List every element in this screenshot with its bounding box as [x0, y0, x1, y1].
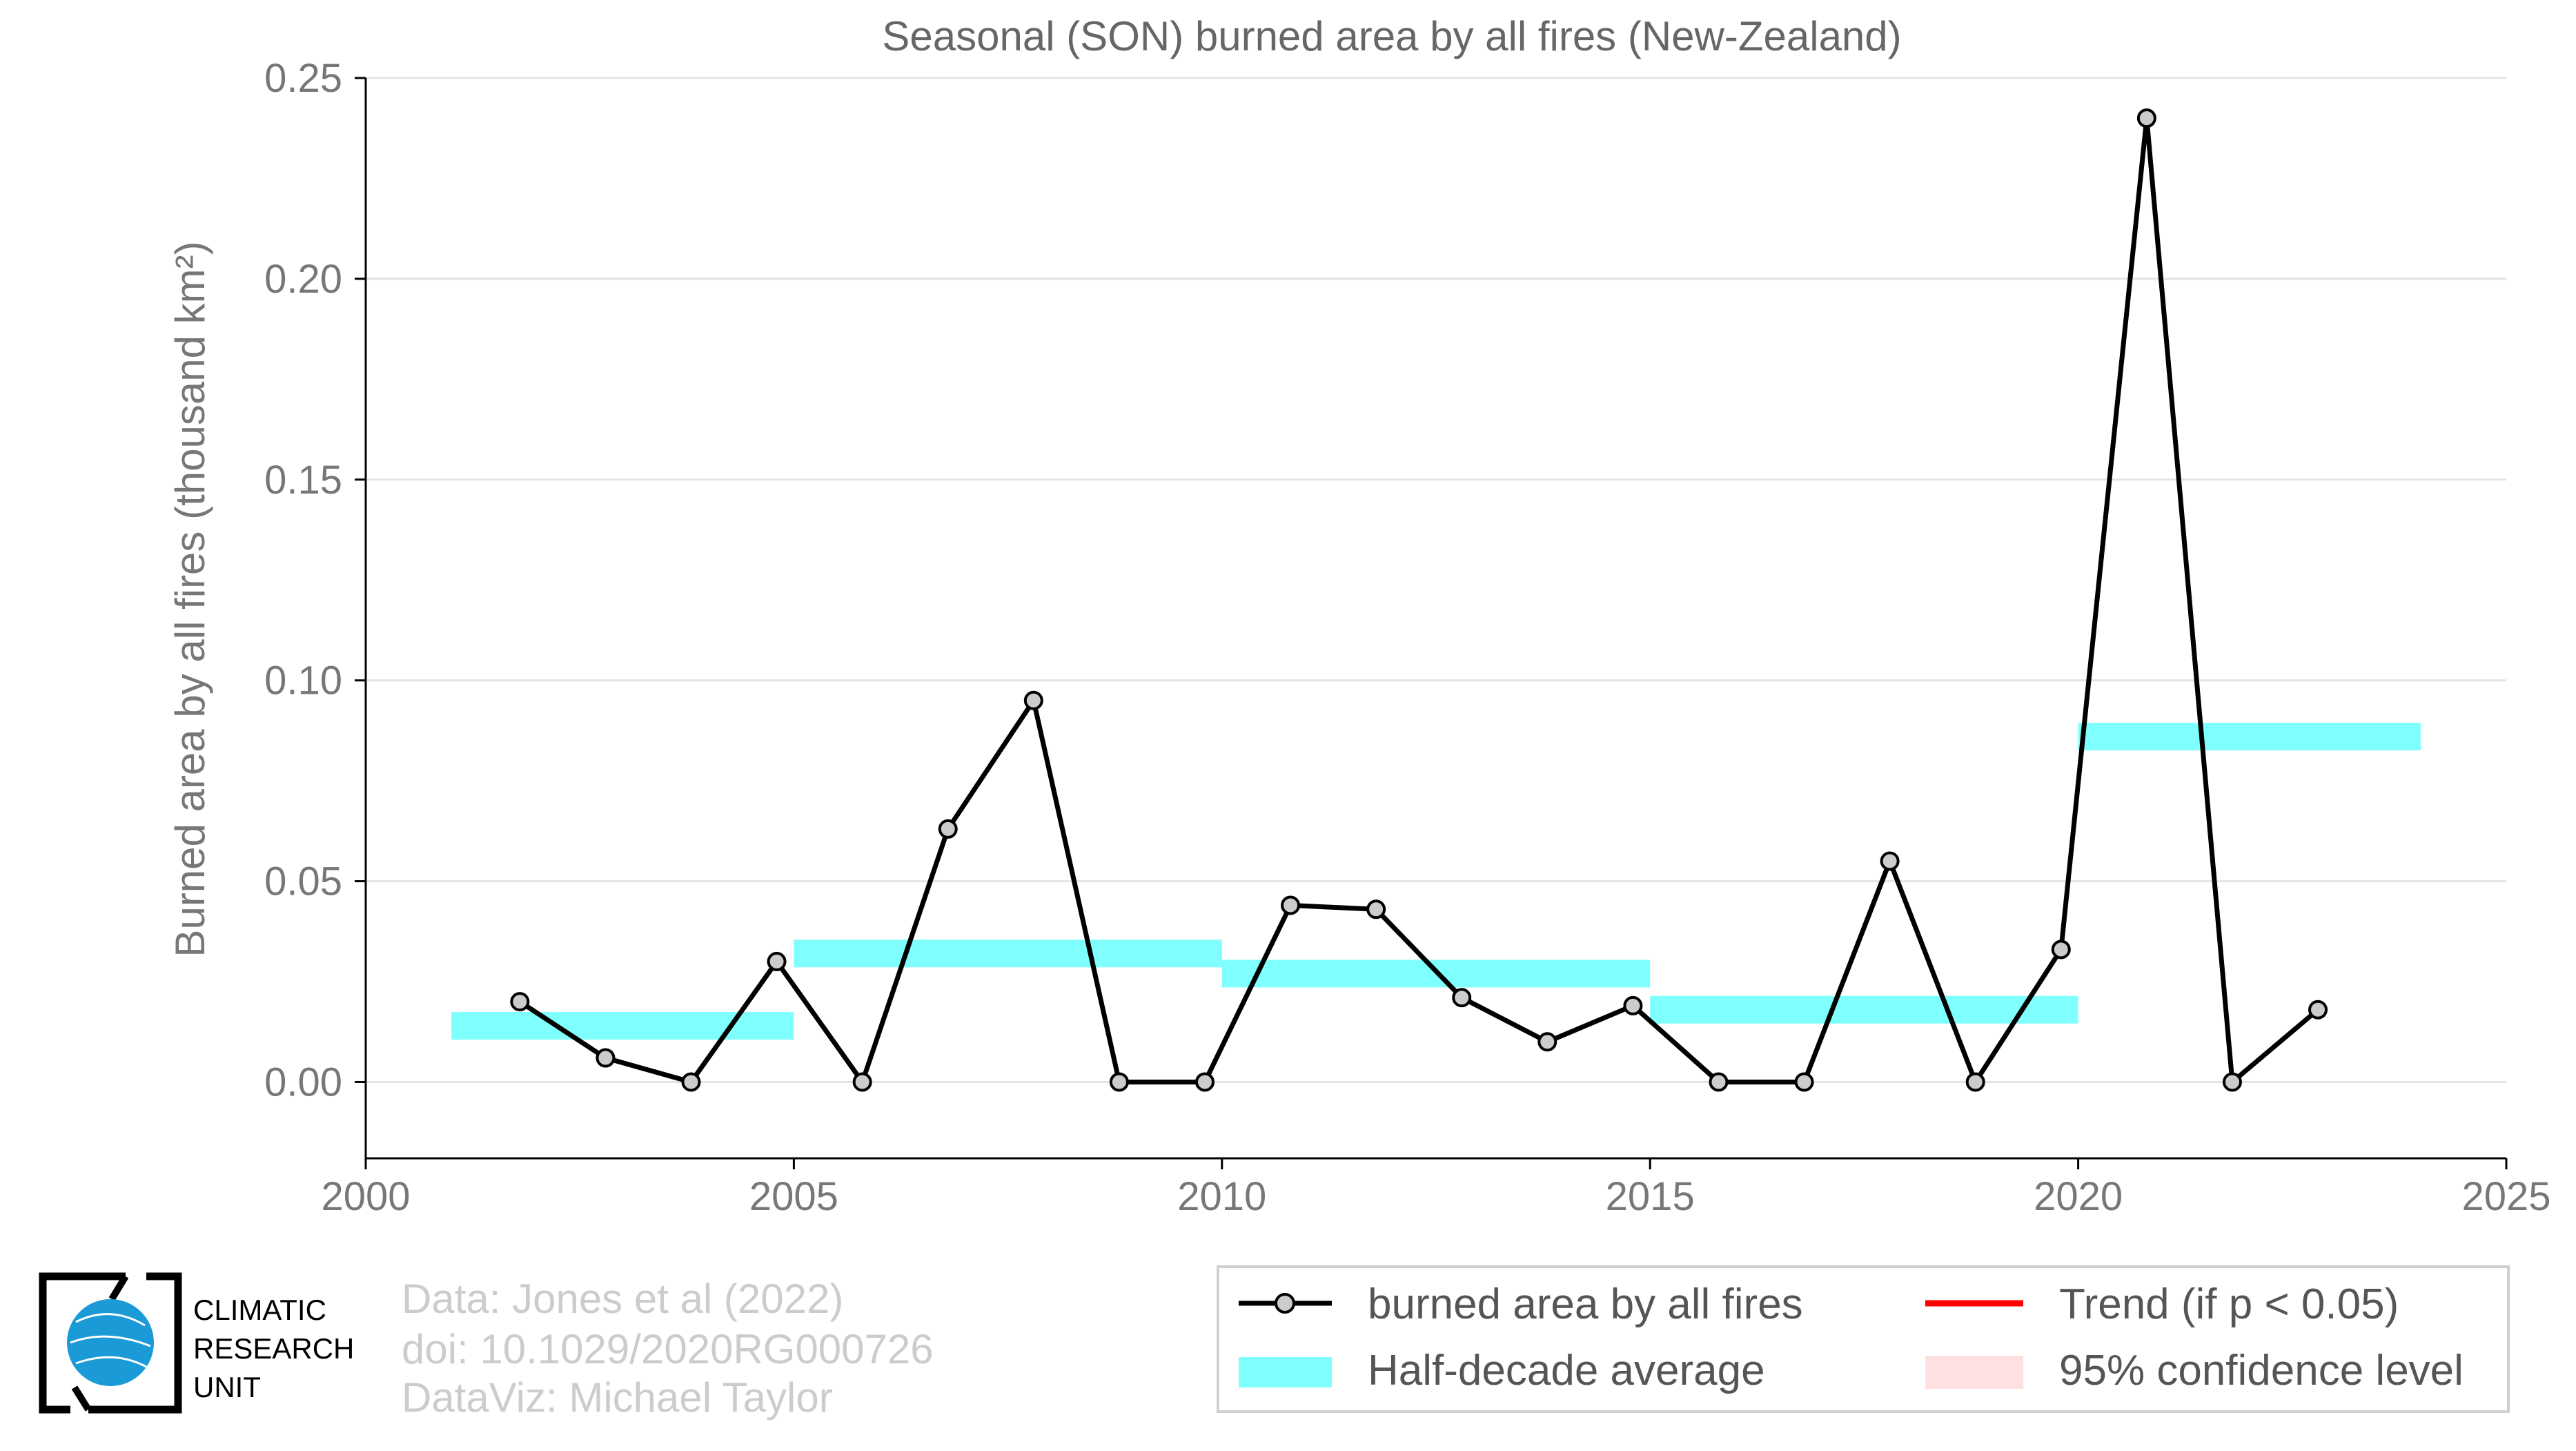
legend-label-series: burned area by all fires — [1368, 1280, 1803, 1328]
y-tick-label: 0.10 — [264, 659, 342, 703]
data-point — [1023, 690, 1043, 710]
x-tick-label: 2015 — [1606, 1174, 1695, 1219]
data-point — [1623, 995, 1643, 1015]
data-point — [852, 1072, 872, 1092]
legend: burned area by all fires Trend (if p < 0… — [1217, 1265, 2510, 1413]
x-tick-label: 2025 — [2461, 1174, 2550, 1219]
data-point — [2308, 1000, 2328, 1020]
y-axis-label: Burned area by all fires (thousand km²) — [167, 241, 213, 957]
y-tick-label: 0.25 — [264, 56, 342, 101]
legend-label-confidence: 95% confidence level — [2059, 1347, 2464, 1394]
credit-doi: doi: 10.1029/2020RG000726 — [402, 1326, 934, 1372]
globe-swirl-1 — [75, 1313, 146, 1327]
data-point — [1366, 899, 1386, 919]
data-point — [1880, 851, 1900, 871]
data-point — [681, 1072, 701, 1092]
y-tick-label: 0.15 — [264, 458, 342, 503]
logo-text-line3: UNIT — [193, 1371, 261, 1403]
data-point — [1965, 1072, 1985, 1092]
legend-marker-swatch — [1275, 1293, 1295, 1314]
data-point — [1794, 1072, 1814, 1092]
y-tick-label: 0.00 — [264, 1060, 342, 1104]
legend-label-trend: Trend (if p < 0.05) — [2059, 1280, 2399, 1328]
half-decade-band — [1650, 995, 2078, 1024]
half-decade-band — [451, 1012, 794, 1040]
y-ticks: 0.00 0.05 0.10 0.15 0.20 0.25 — [264, 56, 367, 1158]
logo-text-line1: CLIMATIC — [193, 1294, 326, 1326]
data-point — [2222, 1072, 2242, 1092]
data-point — [1109, 1072, 1129, 1092]
x-tick-label: 2010 — [1177, 1174, 1266, 1219]
data-point — [938, 819, 958, 839]
credit-data: Data: Jones et al (2022) — [402, 1276, 843, 1322]
chart-title: Seasonal (SON) burned area by all fires … — [882, 13, 1901, 59]
data-point — [2051, 939, 2071, 960]
logo-slash-top — [108, 1274, 129, 1301]
x-tick-label: 2000 — [321, 1174, 410, 1219]
y-tick-label: 0.05 — [264, 859, 342, 904]
data-point — [2136, 108, 2156, 128]
credit-dataviz: DataViz: Michael Taylor — [402, 1374, 833, 1421]
cru-logo: CLIMATIC RESEARCH UNIT — [39, 1272, 354, 1414]
data-point — [1194, 1072, 1215, 1092]
data-point — [510, 992, 530, 1012]
half-decade-bands — [451, 723, 2421, 1040]
x-tick-label: 2020 — [2034, 1174, 2123, 1219]
series-burned-area — [510, 108, 2328, 1092]
x-axis: 2000 2005 2010 2015 2020 2025 — [321, 1157, 2551, 1219]
legend-confidence-swatch — [1925, 1356, 2023, 1389]
half-decade-band — [2078, 723, 2421, 751]
data-point — [1452, 988, 1472, 1008]
y-tick-label: 0.20 — [264, 257, 342, 302]
gridlines — [366, 77, 2506, 1083]
legend-band-swatch — [1239, 1357, 1332, 1387]
legend-box — [1217, 1265, 2510, 1413]
globe-icon — [67, 1299, 154, 1386]
logo-slash-bottom — [71, 1385, 92, 1412]
data-point — [596, 1048, 616, 1068]
globe-swirl-3 — [75, 1356, 147, 1368]
half-decade-band — [794, 939, 1222, 968]
data-point — [1709, 1072, 1729, 1092]
logo-bracket-right — [88, 1272, 182, 1414]
data-point — [1281, 895, 1301, 915]
data-point — [767, 951, 787, 971]
data-point — [1537, 1032, 1557, 1052]
x-tick-label: 2005 — [749, 1174, 838, 1219]
logo-text-line2: RESEARCH — [193, 1332, 354, 1365]
series-line — [518, 115, 2320, 1084]
legend-label-half-decade: Half-decade average — [1368, 1347, 1765, 1394]
globe-swirl-2 — [70, 1335, 151, 1347]
logo-bracket-left — [39, 1272, 126, 1414]
